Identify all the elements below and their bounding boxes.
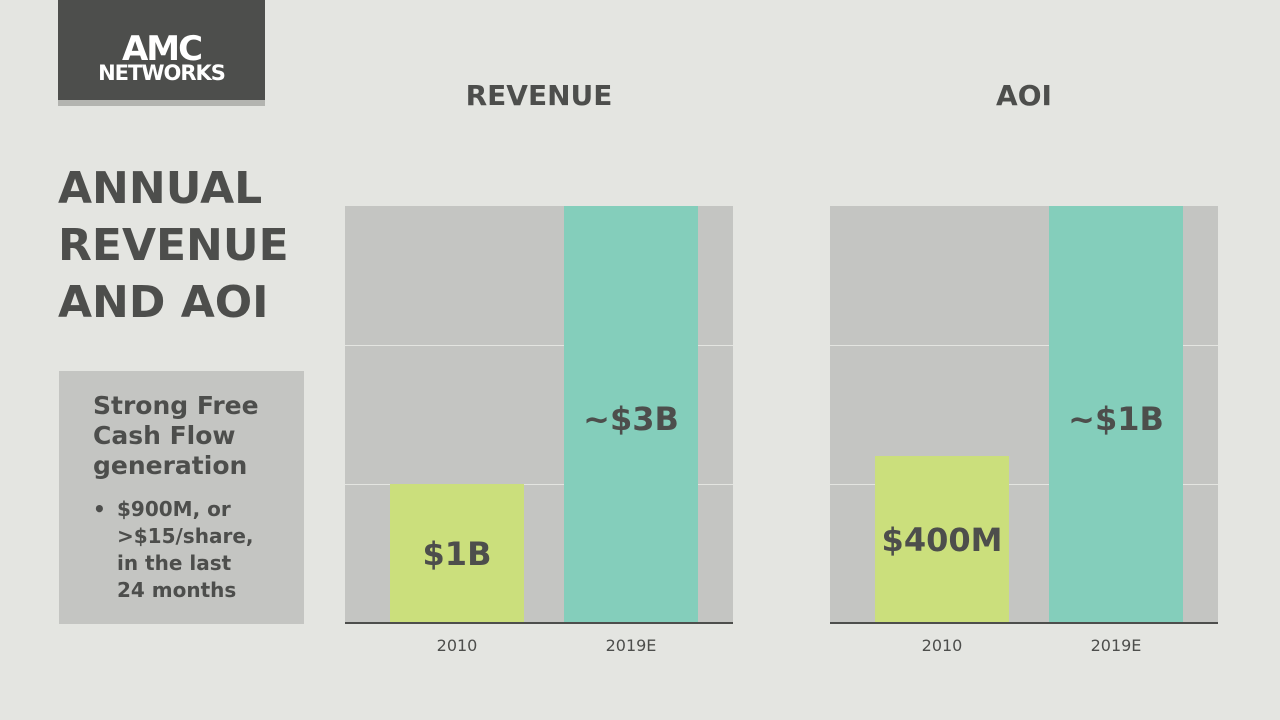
aoi-x-tick-label: 2010 — [921, 636, 963, 655]
bullet-marker: • — [93, 497, 106, 521]
free-cash-flow-callout: Strong Free Cash Flow generation • $900M… — [59, 371, 304, 624]
revenue-bar-2019e — [564, 206, 698, 623]
page-title-line: ANNUAL — [58, 163, 263, 214]
revenue-x-tick-label: 2019E — [605, 636, 657, 655]
bullet-text-line: in the last — [117, 551, 232, 575]
callout-bullet: • $900M, or >$15/share, in the last 24 m… — [93, 496, 293, 604]
bullet-text-line: >$15/share, — [117, 524, 254, 548]
revenue-bar-2010 — [390, 484, 524, 623]
revenue-data-label: $1B — [422, 535, 492, 573]
bullet-text-line: $900M, or — [117, 497, 231, 521]
aoi-gridline — [830, 484, 1218, 485]
revenue-data-label: ~$3B — [583, 400, 679, 438]
page-title: ANNUAL REVENUE AND AOI — [58, 160, 289, 331]
aoi-data-label: ~$1B — [1068, 400, 1164, 438]
callout-heading-line: Cash Flow — [93, 421, 236, 450]
amc-networks-logo: AMC NETWORKS — [58, 0, 265, 100]
bullet-text: $900M, or >$15/share, in the last 24 mon… — [117, 496, 253, 604]
aoi-bar-2019e — [1049, 206, 1183, 623]
revenue-gridline — [345, 484, 733, 485]
aoi-bar-2010 — [875, 456, 1009, 623]
revenue-chart-title: REVENUE — [465, 79, 613, 112]
logo-text-networks: NETWORKS — [98, 61, 226, 85]
page-title-line: REVENUE — [58, 220, 289, 271]
aoi-x-tick-label: 2019E — [1090, 636, 1142, 655]
logo-text-amc: AMC — [121, 29, 203, 69]
callout-heading: Strong Free Cash Flow generation — [93, 391, 293, 481]
page-title-line: AND AOI — [58, 277, 269, 328]
callout-heading-line: generation — [93, 451, 248, 480]
callout-heading-line: Strong Free — [93, 391, 259, 420]
aoi-chart-title: AOI — [996, 79, 1052, 112]
aoi-gridline — [830, 345, 1218, 346]
revenue-x-axis-line — [345, 622, 733, 624]
aoi-x-axis-line — [830, 622, 1218, 624]
bullet-text-line: 24 months — [117, 578, 237, 602]
aoi-data-label: $400M — [881, 521, 1003, 559]
revenue-x-tick-label: 2010 — [436, 636, 478, 655]
revenue-gridline — [345, 345, 733, 346]
